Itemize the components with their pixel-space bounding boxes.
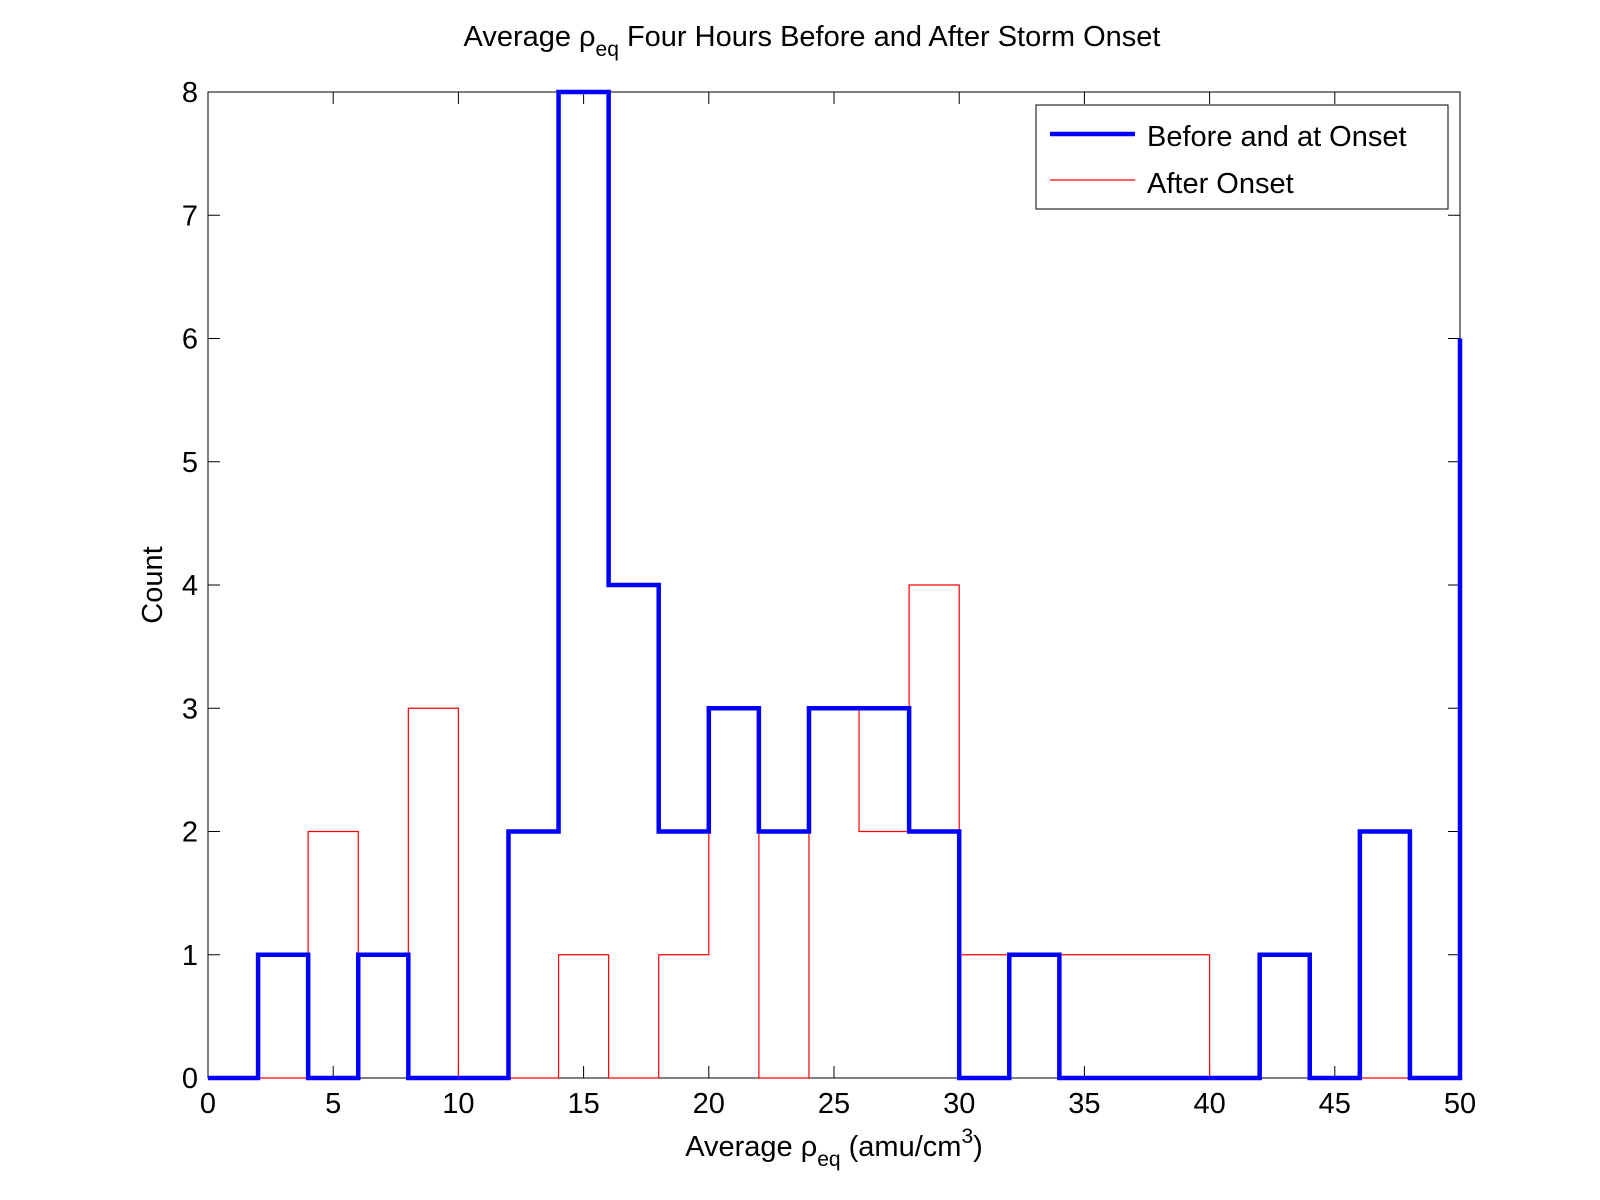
histogram-outline-after-onset: [208, 584, 1460, 1079]
x-tick-label: 25: [818, 1088, 850, 1120]
x-tick-label: 5: [325, 1088, 341, 1120]
histogram-outline-before-and-at-onset: [208, 89, 1463, 1081]
series-after-onset: [208, 584, 1460, 1079]
chart-title: Average ρeq Four Hours Before and After …: [464, 21, 1161, 61]
x-tick-label: 20: [693, 1088, 725, 1120]
y-tick-label: 8: [182, 77, 198, 109]
y-tick-label: 3: [182, 693, 198, 725]
x-tick-label: 50: [1444, 1088, 1476, 1120]
x-tick-label: 30: [943, 1088, 975, 1120]
series-before-and-at-onset: [208, 89, 1463, 1081]
y-tick-label: 2: [182, 817, 198, 849]
x-tick-label: 15: [567, 1088, 599, 1120]
y-tick-label: 6: [182, 324, 198, 356]
tick-marks: [207, 91, 1461, 1079]
legend-label-after-onset: After Onset: [1147, 168, 1294, 200]
legend-label-before-onset: Before and at Onset: [1147, 121, 1407, 153]
x-tick-label: 10: [442, 1088, 474, 1120]
x-tick-label: 0: [200, 1088, 216, 1120]
legend: Before and at Onset After Onset: [1035, 104, 1449, 210]
y-tick-label: 7: [182, 200, 198, 232]
y-axis-label: Count: [137, 546, 169, 623]
y-tick-label: 1: [182, 940, 198, 972]
legend-box: [1035, 104, 1449, 210]
y-tick-label: 0: [182, 1063, 198, 1095]
x-tick-label: 40: [1193, 1088, 1225, 1120]
x-tick-label: 45: [1319, 1088, 1351, 1120]
x-axis-label: Average ρeq (amu/cm3): [685, 1125, 983, 1171]
x-tick-labels: 0 5 10 15 20 25 30 35 40 45 50: [200, 1088, 1476, 1120]
y-tick-label: 4: [182, 570, 198, 602]
series-layer: [208, 89, 1463, 1081]
y-tick-labels: 0 1 2 3 4 5 6 7 8: [182, 77, 198, 1095]
plot-area: [207, 91, 1461, 1079]
y-tick-label: 5: [182, 447, 198, 479]
x-tick-label: 35: [1068, 1088, 1100, 1120]
